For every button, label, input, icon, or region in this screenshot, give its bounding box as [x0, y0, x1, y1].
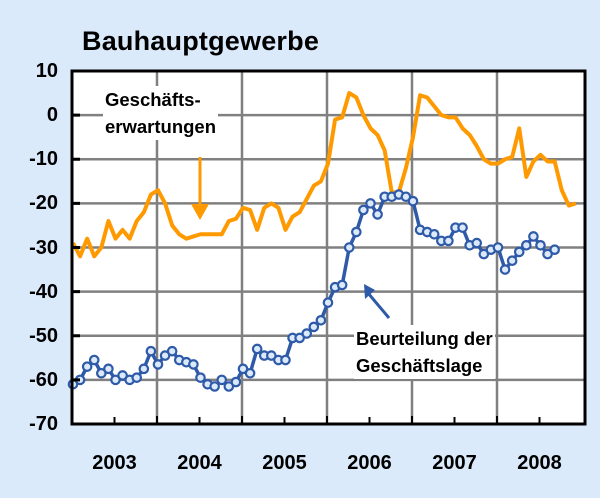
data-point — [209, 381, 220, 392]
y-tick-label: -40 — [29, 280, 58, 303]
data-point — [244, 367, 256, 379]
state-label-line1: Beurteilung der — [356, 328, 493, 349]
y-tick-label: -70 — [29, 413, 58, 435]
data-point — [336, 279, 348, 291]
data-point — [358, 204, 369, 216]
y-tick-label: -30 — [29, 236, 58, 259]
data-point — [372, 209, 383, 220]
expectations-label: Geschäfts- erwartungen — [103, 86, 219, 140]
data-point — [343, 242, 355, 253]
data-point — [188, 359, 199, 370]
expectations-label-line1: Geschäfts- — [105, 89, 201, 110]
data-point — [513, 246, 525, 258]
data-point — [195, 372, 206, 383]
data-point — [428, 228, 440, 240]
data-point — [301, 328, 313, 339]
data-point — [549, 244, 560, 256]
x-tick-label: 2005 — [262, 452, 307, 474]
x-tick-label: 2007 — [432, 452, 477, 474]
y-tick-label: 10 — [35, 60, 58, 82]
data-point — [492, 242, 504, 253]
data-point — [528, 231, 539, 242]
data-point — [103, 363, 114, 375]
data-point — [138, 363, 150, 375]
axis-ticks — [72, 113, 541, 424]
x-tick-label: 2003 — [92, 452, 137, 474]
state-arrow-icon — [364, 284, 391, 319]
y-tick-label: -20 — [29, 192, 58, 215]
x-tick-label: 2006 — [347, 452, 392, 474]
expectations-label-line2: erwartungen — [105, 116, 217, 137]
data-point — [322, 297, 334, 308]
data-point — [88, 354, 100, 366]
x-tick-label: 2004 — [177, 452, 222, 474]
data-point — [251, 343, 263, 355]
data-point — [407, 195, 419, 207]
expectations-arrow-icon — [191, 157, 209, 220]
y-tick-label: -10 — [29, 148, 58, 171]
state-label: Beurteilung der Geschäftslage — [354, 325, 495, 379]
data-point — [166, 345, 178, 357]
data-point — [521, 239, 532, 251]
data-point — [443, 235, 454, 247]
data-point — [145, 345, 157, 357]
x-tick-label: 2008 — [517, 452, 562, 474]
data-point — [230, 376, 242, 388]
y-tick-label: 0 — [46, 104, 58, 127]
data-point — [499, 264, 511, 275]
chart-title: Bauhauptgewerbe — [82, 26, 320, 56]
expectations-line — [71, 91, 577, 259]
y-tick-label: -50 — [29, 324, 58, 347]
data-point — [535, 239, 546, 251]
data-point — [506, 255, 518, 267]
data-point — [457, 222, 468, 233]
data-point — [216, 374, 228, 386]
data-point — [315, 315, 327, 326]
data-point — [471, 237, 483, 249]
data-point — [351, 226, 362, 238]
y-tick-label: -60 — [29, 368, 58, 391]
state-label-line2: Geschäftslage — [356, 355, 483, 376]
data-point — [308, 321, 320, 333]
data-point — [131, 372, 143, 383]
data-point — [365, 198, 376, 209]
data-point — [280, 354, 291, 366]
data-point — [81, 361, 93, 372]
data-point — [152, 359, 164, 370]
